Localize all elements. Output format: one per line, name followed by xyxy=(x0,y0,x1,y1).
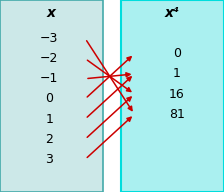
Text: 1: 1 xyxy=(45,113,53,126)
Text: 1: 1 xyxy=(173,67,181,80)
Text: 2: 2 xyxy=(45,133,53,146)
Text: x: x xyxy=(47,7,56,20)
Text: −2: −2 xyxy=(40,52,58,65)
Text: 81: 81 xyxy=(169,108,185,121)
Text: −1: −1 xyxy=(40,72,58,85)
Text: 0: 0 xyxy=(173,47,181,60)
FancyBboxPatch shape xyxy=(121,0,224,192)
Text: 3: 3 xyxy=(45,153,53,166)
Text: −3: −3 xyxy=(40,32,58,45)
Text: 16: 16 xyxy=(169,88,185,101)
Text: 0: 0 xyxy=(45,92,53,105)
Text: x⁴: x⁴ xyxy=(165,7,180,20)
FancyBboxPatch shape xyxy=(0,0,103,192)
